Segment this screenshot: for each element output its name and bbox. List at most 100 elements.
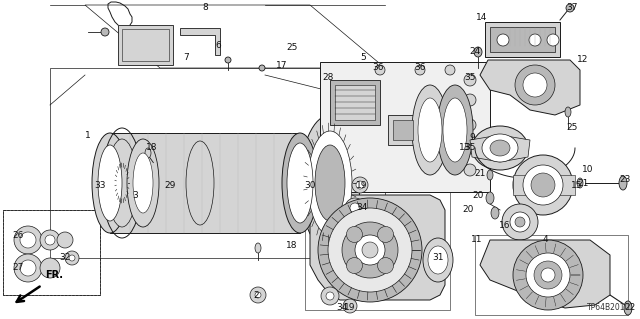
Ellipse shape [259,65,265,71]
Text: 6: 6 [215,41,221,49]
Polygon shape [480,240,610,308]
Text: 21: 21 [577,179,589,188]
Ellipse shape [474,47,482,57]
Text: 10: 10 [582,166,594,174]
Ellipse shape [355,235,385,265]
Polygon shape [470,135,530,162]
Text: 4: 4 [542,235,548,244]
Ellipse shape [127,139,159,227]
Ellipse shape [346,257,362,274]
Ellipse shape [378,257,394,274]
Text: 11: 11 [471,235,483,244]
Ellipse shape [308,131,352,235]
Text: 18: 18 [147,144,157,152]
Ellipse shape [69,255,75,261]
Ellipse shape [624,301,632,315]
Ellipse shape [534,261,562,289]
Ellipse shape [490,140,510,156]
Ellipse shape [362,242,378,258]
Ellipse shape [523,165,563,205]
Text: 19: 19 [344,302,356,311]
Ellipse shape [529,34,541,46]
Ellipse shape [482,134,518,162]
Polygon shape [320,62,490,192]
Polygon shape [513,175,575,195]
Ellipse shape [541,268,555,282]
Text: 30: 30 [304,181,316,189]
Ellipse shape [101,28,109,36]
Text: 20: 20 [472,190,484,199]
Ellipse shape [491,207,499,219]
Ellipse shape [20,260,36,276]
Text: 27: 27 [12,263,24,272]
Text: 18: 18 [286,241,298,250]
Text: 9: 9 [469,133,475,143]
Text: 1: 1 [85,130,91,139]
Ellipse shape [65,251,79,265]
Text: 8: 8 [202,4,208,12]
Ellipse shape [321,287,339,305]
Ellipse shape [107,139,137,227]
Ellipse shape [472,126,528,170]
Text: FR.: FR. [45,270,63,280]
Ellipse shape [345,198,365,218]
Ellipse shape [40,230,60,250]
Text: 25: 25 [566,123,578,132]
Text: 37: 37 [566,4,578,12]
Text: 7: 7 [183,54,189,63]
Bar [393,120,413,140]
Ellipse shape [375,65,385,75]
Ellipse shape [445,65,455,75]
Ellipse shape [315,145,345,221]
Text: 17: 17 [276,61,288,70]
Text: TP64B2010: TP64B2010 [587,303,630,312]
Ellipse shape [287,143,313,223]
Text: 36: 36 [414,63,426,72]
Bar [122,29,169,61]
Text: 35: 35 [464,73,476,83]
Ellipse shape [565,107,571,117]
Ellipse shape [531,173,555,197]
Text: 33: 33 [94,181,106,189]
Text: 23: 23 [620,175,630,184]
Ellipse shape [619,176,627,190]
Polygon shape [310,195,445,300]
Text: 34: 34 [336,302,348,311]
Ellipse shape [282,133,318,233]
Text: 19: 19 [356,181,368,189]
Text: 36: 36 [372,63,384,72]
Ellipse shape [497,34,509,46]
Ellipse shape [423,238,453,282]
Ellipse shape [350,203,360,213]
Text: 26: 26 [12,231,24,240]
Polygon shape [480,60,580,115]
Ellipse shape [415,65,425,75]
Ellipse shape [326,292,334,300]
Text: 3: 3 [132,190,138,199]
Ellipse shape [40,258,60,278]
Bar [118,25,173,65]
Text: 15: 15 [572,181,583,189]
Ellipse shape [145,148,151,158]
Ellipse shape [443,98,467,162]
Ellipse shape [20,232,36,248]
Text: 32: 32 [60,254,70,263]
Text: 20: 20 [462,205,474,214]
Ellipse shape [98,145,122,221]
Ellipse shape [418,98,442,162]
Ellipse shape [92,133,128,233]
Ellipse shape [566,4,574,12]
Ellipse shape [57,232,73,248]
Text: 21: 21 [474,169,486,179]
Ellipse shape [513,240,583,310]
Polygon shape [180,28,220,55]
Ellipse shape [45,235,55,245]
Ellipse shape [255,243,261,253]
Ellipse shape [486,192,494,204]
Text: 14: 14 [476,13,488,23]
Bar [485,22,560,57]
Ellipse shape [523,73,547,97]
Text: 13: 13 [460,144,471,152]
Ellipse shape [318,198,422,302]
Ellipse shape [255,292,261,298]
